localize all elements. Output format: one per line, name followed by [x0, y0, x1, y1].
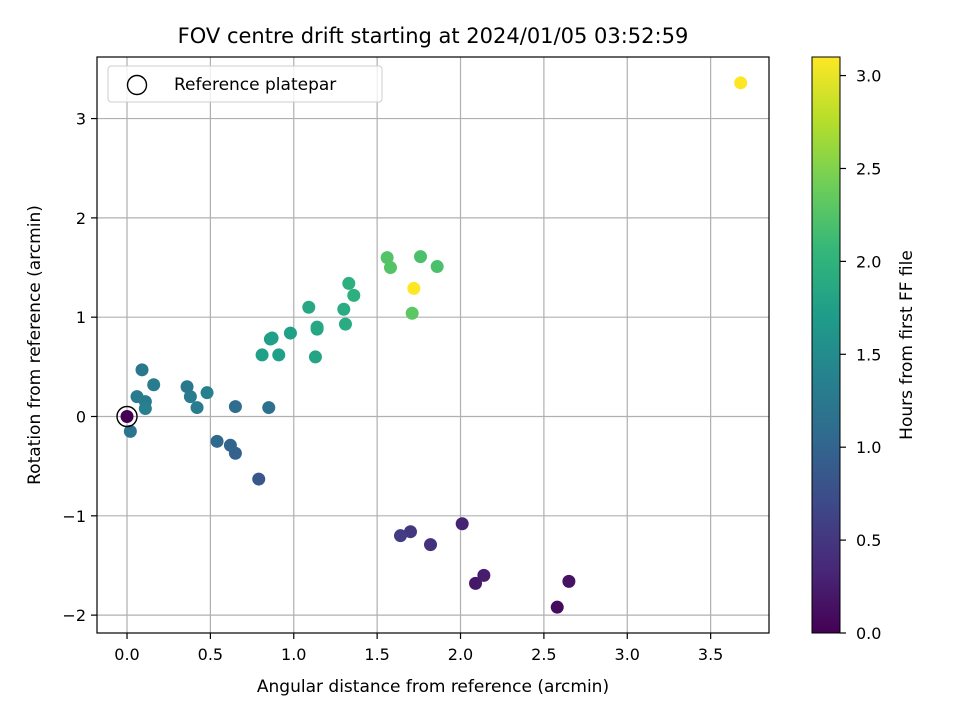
data-point — [308, 350, 322, 364]
data-point — [147, 378, 161, 392]
data-point — [393, 529, 407, 543]
data-point — [338, 317, 352, 331]
data-point — [200, 386, 214, 400]
data-point — [183, 390, 197, 404]
data-point — [469, 576, 483, 590]
x-tick-label: 2.5 — [531, 645, 556, 664]
x-tick-label: 0.5 — [198, 645, 223, 664]
colorbar-tick-label: 1.5 — [856, 345, 881, 364]
colorbar-tick-label: 2.0 — [856, 252, 881, 271]
data-point — [272, 348, 286, 362]
data-point — [413, 250, 427, 264]
colorbar-ticks: 0.0 0.5 1.0 1.5 2.0 2.5 3.0 — [840, 67, 881, 643]
chart-title: FOV centre drift starting at 2024/01/05 … — [178, 24, 689, 48]
x-tick-label: 1.5 — [364, 645, 389, 664]
colorbar-tick-label: 3.0 — [856, 67, 881, 86]
data-point — [262, 401, 276, 415]
y-tick-label: 2 — [76, 209, 86, 228]
data-point — [228, 400, 242, 414]
data-point — [120, 410, 134, 424]
grid — [97, 57, 769, 633]
data-point — [383, 261, 397, 275]
x-tick-label: 3.5 — [698, 645, 723, 664]
data-point — [347, 288, 361, 302]
data-point — [407, 281, 421, 295]
reference-platepar-marker — [116, 405, 138, 428]
data-point — [380, 251, 394, 265]
data-point — [210, 434, 224, 448]
x-tick-label: 3.0 — [615, 645, 640, 664]
y-tick-label: 0 — [76, 408, 86, 427]
data-point — [135, 363, 149, 377]
data-point — [310, 320, 324, 334]
data-point — [550, 600, 564, 614]
colorbar-tick-label: 0.0 — [856, 624, 881, 643]
data-point — [455, 517, 469, 531]
x-tick-label: 1.0 — [281, 645, 306, 664]
y-axis-label: Rotation from reference (arcmin) — [25, 205, 45, 485]
y-tick-label: 1 — [76, 308, 86, 327]
data-point — [138, 402, 152, 416]
data-point — [283, 326, 297, 340]
data-point — [342, 276, 356, 290]
data-point — [223, 438, 237, 452]
data-point — [123, 424, 137, 438]
data-point — [734, 76, 748, 90]
data-point — [562, 574, 576, 588]
data-point — [337, 302, 351, 316]
data-point — [430, 260, 444, 274]
data-point — [252, 472, 266, 486]
scatter-points — [116, 76, 748, 614]
colorbar — [811, 56, 841, 634]
colorbar-tick-label: 0.5 — [856, 531, 881, 550]
data-point — [423, 538, 437, 552]
colorbar-tick-label: 2.5 — [856, 159, 881, 178]
x-tick-label: 0.0 — [114, 645, 139, 664]
plot-frame — [96, 56, 770, 634]
y-tick-label: 3 — [76, 110, 86, 129]
data-point — [302, 300, 316, 314]
legend-entry: Reference platepar — [174, 75, 336, 95]
y-tick-label: −1 — [62, 507, 86, 526]
data-point — [255, 348, 269, 362]
legend-box — [107, 65, 383, 103]
x-axis-ticks: 0.0 0.5 1.0 1.5 2.0 2.5 3.0 3.5 — [114, 633, 723, 664]
data-point — [477, 568, 491, 582]
x-axis-label: Angular distance from reference (arcmin) — [257, 677, 609, 697]
colorbar-label: Hours from first FF file — [897, 250, 917, 440]
data-point — [265, 331, 279, 345]
y-tick-label: −2 — [62, 606, 86, 625]
data-point — [403, 525, 417, 539]
colorbar-tick-label: 1.0 — [856, 438, 881, 457]
data-point — [405, 306, 419, 320]
legend: Reference platepar — [107, 65, 383, 103]
data-point — [180, 380, 194, 394]
x-tick-label: 2.0 — [448, 645, 473, 664]
legend-reference-marker — [126, 74, 148, 96]
data-point — [190, 401, 204, 415]
y-axis-ticks: −2 −1 0 1 2 3 — [62, 110, 97, 625]
